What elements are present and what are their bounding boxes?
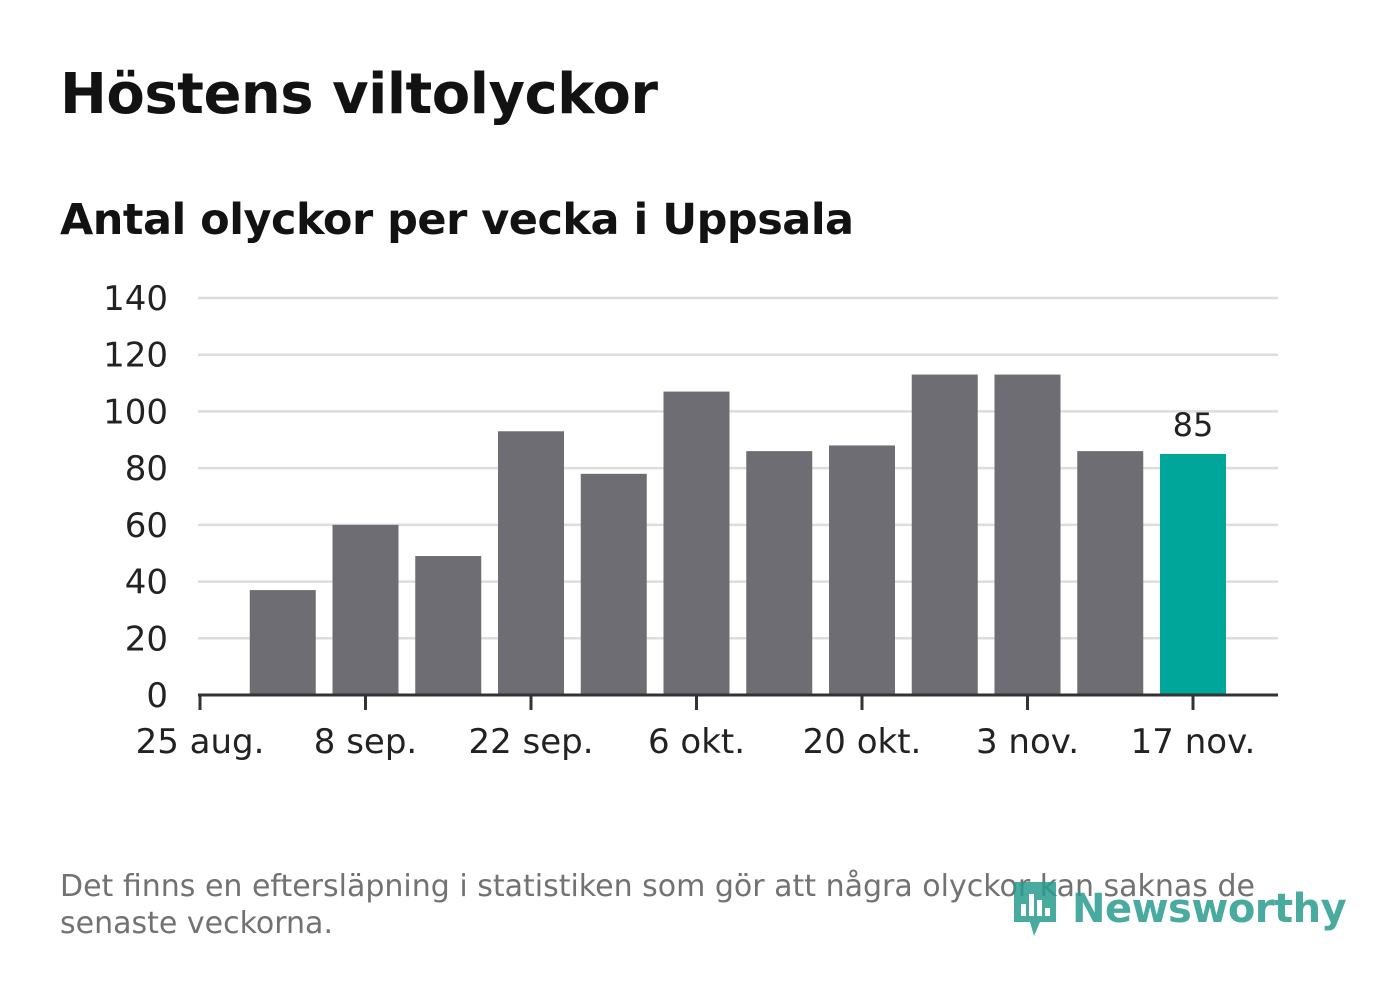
x-tick-label: 6 okt.: [648, 722, 745, 762]
x-tick-label: 22 sep.: [468, 722, 593, 762]
page-title: Höstens viltolyckor: [60, 62, 658, 127]
x-tick-label: 8 sep.: [314, 722, 417, 762]
logo-text: Newsworthy: [1072, 886, 1347, 932]
y-axis-tick-labels: 0 20 40 60 80 100 120 140: [103, 279, 168, 716]
y-tick-label: 100: [103, 392, 168, 432]
y-tick-label: 0: [146, 676, 168, 716]
bar: [663, 391, 730, 695]
y-tick-label: 40: [125, 563, 168, 603]
bars: [249, 374, 1226, 695]
bar: [746, 451, 813, 695]
y-tick-label: 120: [103, 336, 168, 376]
chart-subtitle: Antal olyckor per vecka i Uppsala: [60, 195, 854, 245]
x-tick-label: 17 nov.: [1131, 722, 1256, 762]
bar: [415, 556, 482, 695]
bar: [580, 473, 647, 695]
bar: [911, 374, 978, 695]
bar: [332, 524, 399, 695]
x-tick-label: 25 aug.: [136, 722, 265, 762]
x-axis: 25 aug. 8 sep. 22 sep. 6 okt. 20 okt. 3 nov. 1…: [136, 693, 1278, 762]
y-tick-label: 20: [125, 619, 168, 659]
y-tick-label: 80: [125, 449, 168, 489]
bar-highlight: [1160, 453, 1226, 695]
newsworthy-logo-icon: [1014, 882, 1056, 936]
bar: [1077, 451, 1144, 695]
data-labels: 85: [1173, 406, 1214, 444]
bar: [249, 590, 316, 695]
x-tick-label: 20 okt.: [803, 722, 922, 762]
x-tick-label: 3 nov.: [976, 722, 1079, 762]
bar: [994, 374, 1061, 695]
newsworthy-logo: Newsworthy: [1010, 878, 1347, 940]
data-label: 85: [1173, 406, 1214, 444]
bar: [829, 445, 895, 695]
y-tick-label: 140: [103, 279, 168, 319]
bar: [498, 431, 564, 695]
y-tick-label: 60: [125, 506, 168, 546]
